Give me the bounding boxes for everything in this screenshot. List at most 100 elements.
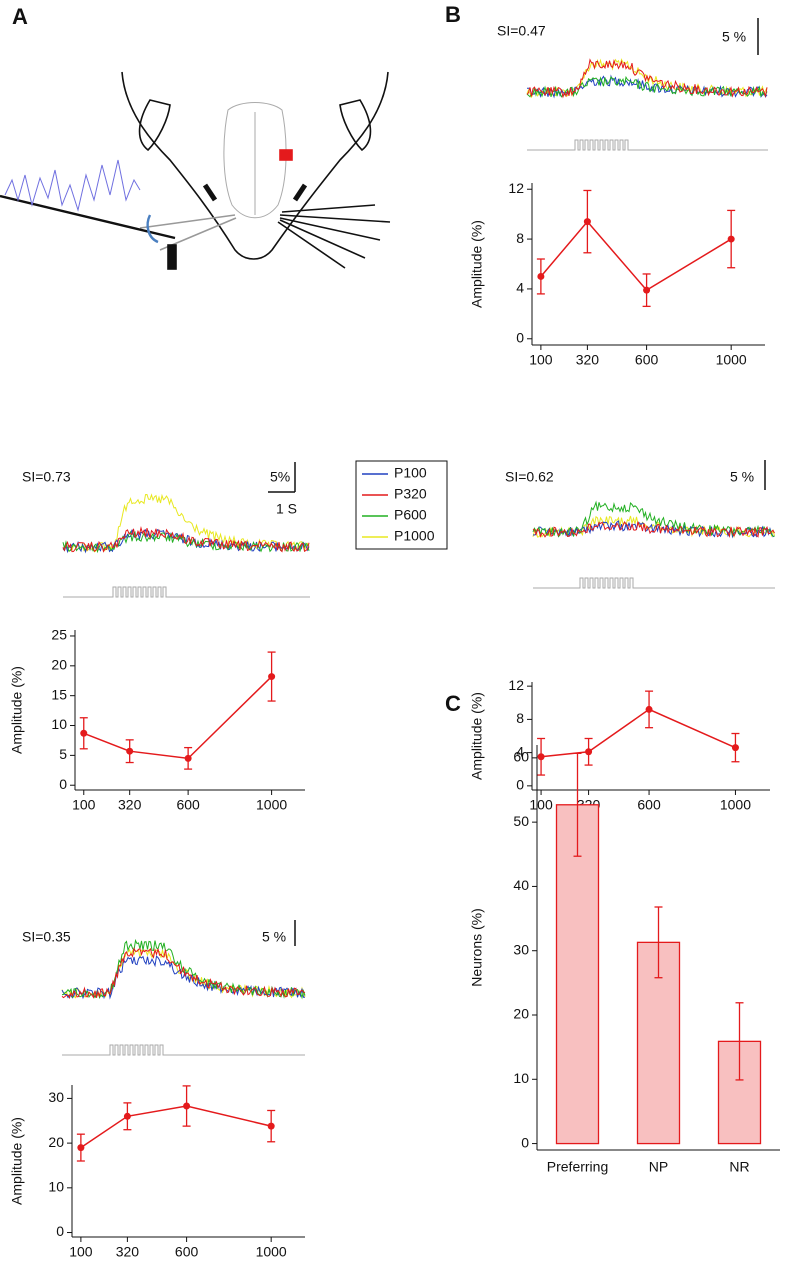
scale-label: 5 %	[722, 29, 746, 45]
point	[268, 673, 276, 681]
point	[126, 747, 134, 755]
si-label: SI=0.62	[505, 469, 554, 485]
trace-illustration	[532, 521, 775, 539]
mouse-illustration	[0, 71, 391, 270]
point	[267, 1122, 275, 1130]
legend-label: P100	[394, 465, 427, 481]
stimulus-illustration	[533, 577, 775, 589]
trace-illustration	[62, 493, 310, 553]
y-tick-label: 60	[513, 749, 529, 765]
point	[80, 729, 88, 737]
y-axis-label: Amplitude (%)	[9, 666, 25, 754]
trace-illustration	[62, 530, 310, 554]
y-tick-label: 10	[513, 1070, 529, 1086]
scale-label: 5 %	[730, 469, 754, 485]
line	[83, 676, 273, 760]
y-axis-label: Amplitude (%)	[469, 692, 485, 780]
y-tick-label: 0	[59, 776, 67, 792]
bar	[555, 804, 600, 1145]
point	[731, 744, 739, 752]
line	[80, 1105, 272, 1149]
y-tick-label: 4	[516, 743, 524, 759]
y-tick-label: 20	[51, 657, 67, 673]
point	[643, 286, 651, 294]
trace-illustration	[61, 955, 305, 1000]
x-tick-label: 100	[72, 797, 96, 813]
x-tick-label: 1000	[716, 352, 747, 368]
time-scale-label: 1 S	[276, 501, 297, 517]
y-tick-label: 0	[521, 1134, 529, 1150]
point	[123, 1112, 131, 1120]
x-tick-label: 320	[118, 797, 142, 813]
y-tick-label: 4	[516, 280, 524, 296]
y-tick-label: 10	[51, 716, 67, 732]
y-tick-label: 0	[56, 1223, 64, 1239]
y-tick-label: 12	[508, 677, 524, 693]
trace-illustration	[61, 947, 306, 1000]
x-tick-label: 1000	[256, 1244, 287, 1260]
x-tick-label: 600	[176, 797, 200, 813]
trace-illustration	[526, 75, 768, 98]
y-axis-label: Amplitude (%)	[9, 1117, 25, 1205]
legend-label: P320	[394, 486, 427, 502]
y-tick-label: 40	[513, 877, 529, 893]
trace-illustration	[62, 526, 310, 553]
panel-label: A	[12, 4, 28, 29]
y-tick-label: 25	[51, 627, 67, 643]
y-tick-label: 30	[513, 941, 529, 957]
trace-illustration	[533, 520, 775, 539]
si-label: SI=0.35	[22, 929, 71, 945]
y-axis-label: Amplitude (%)	[469, 220, 485, 308]
point	[537, 753, 545, 761]
trace-illustration	[532, 500, 775, 538]
y-tick-label: 12	[508, 180, 524, 196]
point	[77, 1144, 85, 1152]
y-tick-label: 30	[48, 1089, 64, 1105]
x-tick-label: 100	[69, 1244, 93, 1260]
y-tick-label: 50	[513, 813, 529, 829]
x-tick-label: 320	[116, 1244, 140, 1260]
x-tick-label: NR	[729, 1159, 749, 1175]
y-tick-label: 8	[516, 230, 524, 246]
trace-illustration	[526, 58, 768, 99]
si-label: SI=0.47	[497, 23, 546, 39]
y-tick-label: 8	[516, 710, 524, 726]
x-tick-label: 320	[576, 352, 600, 368]
si-label: SI=0.73	[22, 469, 71, 485]
y-tick-label: 0	[516, 329, 524, 345]
x-tick-label: 100	[529, 797, 553, 813]
panel-label: C	[445, 691, 461, 716]
scale-label: 5 %	[262, 929, 286, 945]
y-tick-label: 20	[48, 1134, 64, 1150]
stimulus-illustration	[63, 586, 310, 598]
point	[585, 748, 593, 756]
point	[583, 218, 591, 226]
x-tick-label: 100	[529, 352, 553, 368]
y-tick-label: 10	[48, 1179, 64, 1195]
stimulus-illustration	[527, 139, 768, 151]
point	[645, 705, 653, 713]
x-tick-label: 1000	[256, 797, 287, 813]
x-tick-label: 600	[175, 1244, 199, 1260]
x-tick-label: 600	[637, 797, 661, 813]
x-tick-label: NP	[649, 1159, 668, 1175]
y-tick-label: 20	[513, 1006, 529, 1022]
y-tick-label: 5	[59, 746, 67, 762]
x-tick-label: 1000	[720, 797, 751, 813]
point	[184, 754, 192, 762]
trace-illustration	[61, 938, 306, 1000]
x-tick-label: Preferring	[547, 1159, 608, 1175]
y-axis-label: Neurons (%)	[469, 908, 485, 987]
stimulus-illustration	[62, 1044, 305, 1056]
scale-label: 5%	[270, 469, 290, 485]
line	[540, 708, 736, 758]
x-tick-label: 600	[635, 352, 659, 368]
point	[727, 235, 735, 243]
legend-label: P1000	[394, 528, 435, 544]
legend-box	[355, 460, 448, 550]
point	[537, 272, 545, 280]
point	[183, 1102, 191, 1110]
y-tick-label: 15	[51, 686, 67, 702]
y-tick-label: 0	[516, 777, 524, 793]
